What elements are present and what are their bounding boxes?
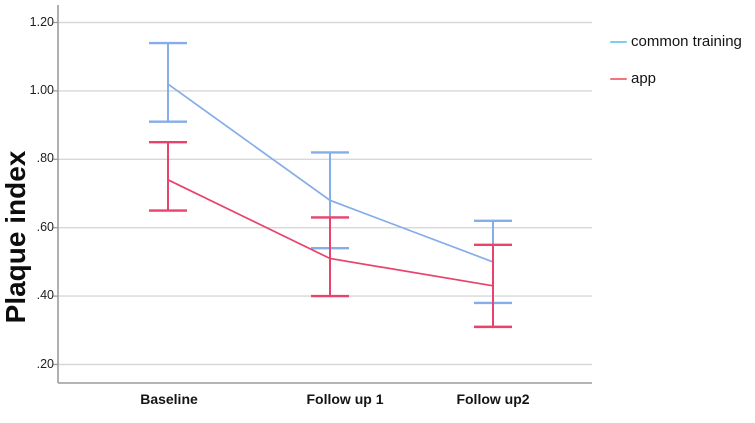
series-line (167, 179, 494, 287)
x-category-label: Baseline (140, 391, 198, 407)
y-tick-label: 1.20 (29, 14, 54, 29)
x-category-label: Follow up 1 (306, 391, 384, 407)
y-tick-label: .40 (36, 288, 54, 303)
y-tick-label: 1.00 (29, 82, 54, 97)
legend-label-app: app (631, 70, 657, 87)
y-tick-label: .60 (36, 219, 54, 234)
legend-label-common-training: common training (631, 33, 742, 50)
y-tick-label: .80 (36, 151, 54, 166)
legend: common training app (610, 33, 742, 87)
y-tick-label: .20 (36, 356, 54, 371)
legend-line-swatch-common-training (610, 40, 627, 43)
series-line (167, 83, 494, 263)
legend-line-swatch-app (610, 77, 627, 80)
legend-item-common-training: common training (610, 33, 742, 50)
x-category-label: Follow up2 (456, 391, 530, 407)
legend-item-app: app (610, 70, 742, 87)
